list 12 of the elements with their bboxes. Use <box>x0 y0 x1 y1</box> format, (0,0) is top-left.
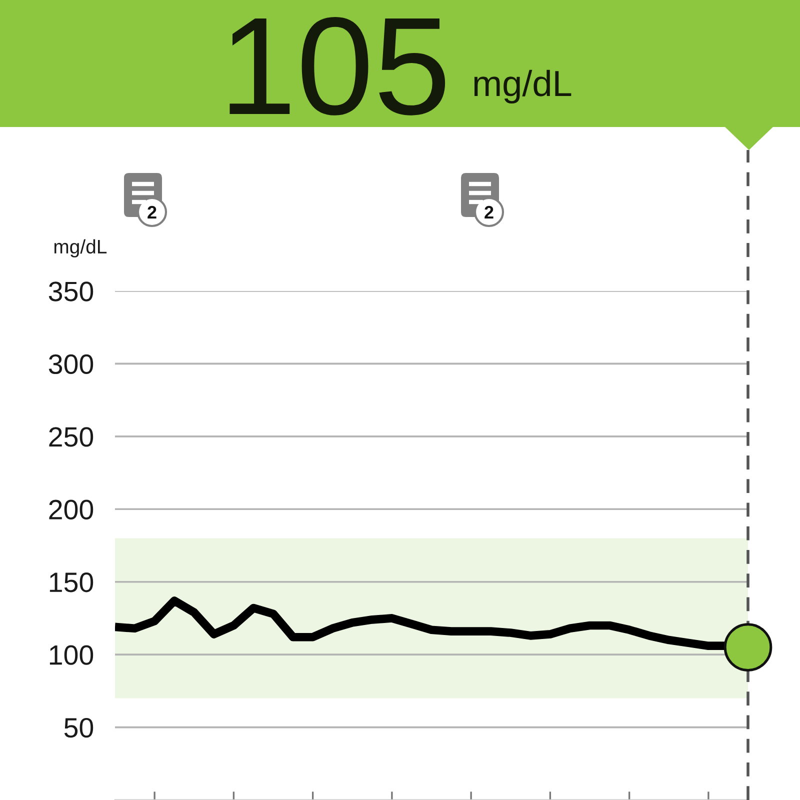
y-tick-label: 50 <box>64 718 94 738</box>
y-tick-label: 350 <box>48 282 94 302</box>
text: 2 <box>148 206 156 219</box>
y-tick-label: 200 <box>49 500 94 520</box>
y-tick-label: 300 <box>48 354 94 374</box>
y-tick-label: 150 <box>50 572 94 592</box>
text: 2 <box>484 206 494 219</box>
chart-subtitle: mg/dL <box>474 70 572 104</box>
y-axis-title: mg/dL <box>54 239 107 258</box>
y-tick-label: 100 <box>50 645 94 665</box>
chart-title: 105 <box>230 17 446 116</box>
y-tick-label: 250 <box>49 427 94 447</box>
